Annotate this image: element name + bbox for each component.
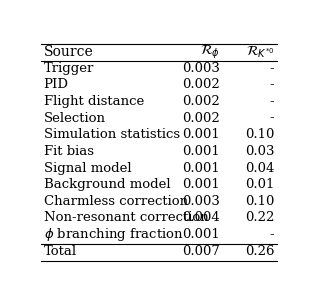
Text: 0.001: 0.001 [182, 228, 220, 241]
Text: 0.01: 0.01 [245, 178, 274, 191]
Text: $\mathcal{R}_{K^{*0}}$: $\mathcal{R}_{K^{*0}}$ [246, 44, 274, 60]
Text: Total: Total [43, 245, 77, 258]
Text: 0.001: 0.001 [182, 178, 220, 191]
Text: 0.004: 0.004 [182, 212, 220, 224]
Text: -: - [270, 95, 274, 108]
Text: 0.10: 0.10 [245, 128, 274, 141]
Text: -: - [270, 78, 274, 91]
Text: 0.001: 0.001 [182, 128, 220, 141]
Text: $\mathcal{R}_{\phi}$: $\mathcal{R}_{\phi}$ [200, 42, 220, 61]
Text: $\phi$ branching fraction: $\phi$ branching fraction [43, 226, 184, 243]
Text: 0.002: 0.002 [182, 95, 220, 108]
Text: -: - [270, 62, 274, 75]
Text: Source: Source [43, 45, 93, 58]
Text: 0.26: 0.26 [245, 245, 274, 258]
Text: -: - [270, 112, 274, 124]
Text: 0.04: 0.04 [245, 161, 274, 175]
Text: -: - [270, 228, 274, 241]
Text: Fit bias: Fit bias [43, 145, 94, 158]
Text: 0.22: 0.22 [245, 212, 274, 224]
Text: 0.002: 0.002 [182, 78, 220, 91]
Text: Simulation statistics: Simulation statistics [43, 128, 180, 141]
Text: 0.003: 0.003 [182, 62, 220, 75]
Text: 0.001: 0.001 [182, 145, 220, 158]
Text: Charmless correction: Charmless correction [43, 195, 188, 208]
Text: 0.002: 0.002 [182, 112, 220, 124]
Text: Selection: Selection [43, 112, 105, 124]
Text: Flight distance: Flight distance [43, 95, 144, 108]
Text: PID: PID [43, 78, 69, 91]
Text: 0.003: 0.003 [182, 195, 220, 208]
Text: Background model: Background model [43, 178, 170, 191]
Text: Trigger: Trigger [43, 62, 94, 75]
Text: 0.001: 0.001 [182, 161, 220, 175]
Text: 0.03: 0.03 [245, 145, 274, 158]
Text: Signal model: Signal model [43, 161, 131, 175]
Text: 0.10: 0.10 [245, 195, 274, 208]
Text: 0.007: 0.007 [182, 245, 220, 258]
Text: Non-resonant correction: Non-resonant correction [43, 212, 208, 224]
